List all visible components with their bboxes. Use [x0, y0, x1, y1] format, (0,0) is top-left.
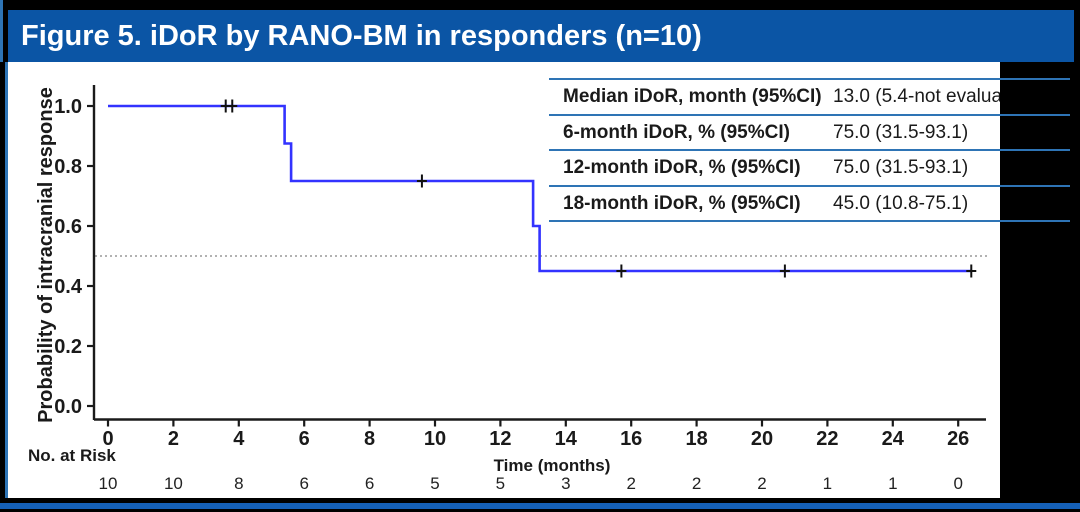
stat-label: 6-month iDoR, % (95%CI) — [563, 121, 790, 143]
stat-value: 75.0 (31.5-93.1) — [833, 156, 969, 178]
stats-table-rule — [549, 185, 1070, 187]
stats-table-row: 12-month iDoR, % (95%CI) 75.0 (31.5-93.1… — [549, 151, 1000, 184]
stats-table-rule — [549, 220, 1070, 222]
stats-table-rule — [549, 149, 1070, 151]
left-accent — [5, 62, 8, 498]
stats-table-rule — [549, 114, 1070, 116]
stat-label: 12-month iDoR, % (95%CI) — [563, 156, 801, 178]
figure-title: Figure 5. iDoR by RANO-BM in responders … — [21, 19, 702, 52]
stats-table-row: 6-month iDoR, % (95%CI) 75.0 (31.5-93.1) — [549, 116, 1000, 149]
stats-table-rule — [549, 78, 1070, 80]
bottom-accent-line — [0, 503, 1080, 509]
stat-value: 45.0 (10.8-75.1) — [833, 192, 969, 214]
idor-stats-table: Median iDoR, month (95%CI) 13.0 (5.4-not… — [549, 78, 1070, 222]
figure-title-bar: Figure 5. iDoR by RANO-BM in responders … — [8, 10, 1074, 62]
stat-label: Median iDoR, month (95%CI) — [563, 85, 822, 107]
stats-table-row: 18-month iDoR, % (95%CI) 45.0 (10.8-75.1… — [549, 187, 1000, 220]
stat-label: 18-month iDoR, % (95%CI) — [563, 192, 801, 214]
stat-value: 13.0 (5.4-not evalua — [833, 85, 1000, 107]
left-accent-top — [0, 0, 3, 62]
stat-value: 75.0 (31.5-93.1) — [833, 121, 969, 143]
stats-table-row: Median iDoR, month (95%CI) 13.0 (5.4-not… — [549, 80, 1000, 113]
